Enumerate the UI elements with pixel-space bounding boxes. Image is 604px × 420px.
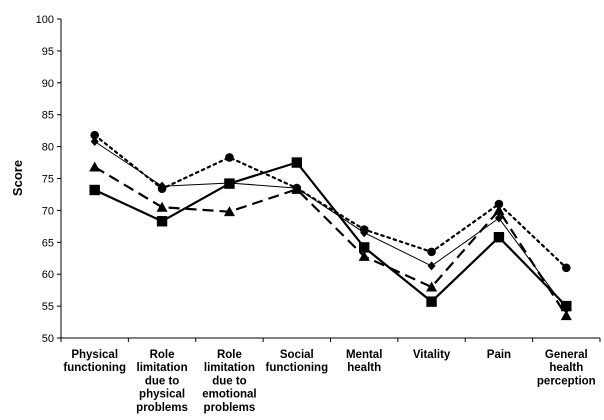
- data-point-circle: [494, 199, 504, 209]
- data-point-square: [358, 242, 370, 253]
- category-label-line: Vitality: [413, 349, 451, 361]
- data-point-circle: [562, 263, 571, 273]
- data-point-triangle: [223, 206, 235, 217]
- category-label-line: health: [347, 362, 381, 374]
- category-label: Role limitation due to emotional problems: [202, 349, 256, 414]
- category-label: Vitality: [413, 349, 451, 361]
- data-point-triangle: [560, 310, 572, 321]
- category-label-line: General: [545, 349, 588, 361]
- category-label-line: functioning: [266, 362, 329, 374]
- series-markers: [89, 130, 572, 321]
- category-label-line: Social: [280, 349, 314, 361]
- category-label-line: Role: [150, 349, 175, 361]
- series-line-diamond: [94, 141, 567, 310]
- category-label-line: Pain: [487, 349, 511, 361]
- y-tick-label: 90: [42, 78, 54, 90]
- category-label: Pain: [487, 349, 511, 361]
- series-line-triangle: [94, 166, 568, 317]
- y-tick-label: 80: [42, 142, 54, 154]
- data-point-square: [493, 231, 505, 243]
- data-point-circle: [90, 130, 99, 140]
- y-tick-label: 60: [42, 269, 54, 281]
- y-tick-label: 50: [42, 333, 54, 345]
- category-label-line: perception: [537, 375, 596, 387]
- data-point-square: [291, 157, 303, 168]
- category-label-line: problems: [204, 402, 256, 414]
- category-label: Mental health: [346, 349, 382, 374]
- category-label-line: problems: [136, 402, 188, 414]
- y-tick-label: 65: [42, 237, 54, 249]
- data-point-triangle: [156, 201, 168, 212]
- category-label-line: due to: [212, 375, 247, 387]
- category-label-line: Mental: [346, 349, 382, 361]
- category-label-line: health: [549, 362, 583, 374]
- data-point-diamond: [494, 213, 503, 223]
- data-point-diamond: [427, 261, 436, 271]
- data-point-triangle: [358, 250, 370, 261]
- y-axis-label: Score: [10, 160, 25, 196]
- y-tick-label: 55: [42, 301, 54, 313]
- data-point-square: [156, 216, 168, 227]
- category-label: Social functioning: [266, 349, 329, 374]
- data-point-square: [89, 184, 100, 196]
- data-point-circle: [225, 153, 234, 162]
- category-label-line: functioning: [63, 362, 126, 374]
- data-point-diamond: [360, 228, 369, 238]
- category-label: Physical functioning: [63, 349, 126, 374]
- y-tick-label: 75: [42, 174, 54, 186]
- category-label-line: physical: [139, 389, 185, 401]
- category-label-line: Role: [217, 349, 242, 361]
- series-lines: [93, 134, 568, 317]
- data-point-triangle: [291, 183, 303, 194]
- y-tick-label: 70: [42, 205, 54, 217]
- data-point-diamond: [158, 181, 167, 191]
- category-label-line: due to: [145, 375, 180, 387]
- y-tick-label: 95: [42, 46, 54, 58]
- data-point-square: [224, 178, 235, 189]
- data-point-triangle: [89, 161, 101, 172]
- data-point-triangle: [493, 204, 505, 215]
- category-label: Role limitation due to physical problems: [136, 349, 188, 414]
- series-line-circle: [93, 134, 568, 269]
- category-label-line: limitation: [137, 362, 188, 374]
- data-point-diamond: [90, 136, 99, 146]
- category-label-line: limitation: [204, 362, 255, 374]
- data-point-triangle: [426, 281, 438, 292]
- series-line-square: [94, 161, 568, 307]
- data-point-square: [426, 296, 437, 307]
- y-axis-ticks: 50 55 60 65 70 75 80 85 90 95 100: [36, 14, 61, 345]
- y-tick-label: 100: [36, 14, 54, 26]
- category-label-line: emotional: [202, 389, 256, 401]
- data-point-circle: [427, 247, 436, 257]
- category-label: General health perception: [537, 349, 596, 387]
- axes: [60, 19, 600, 339]
- y-tick-label: 85: [42, 110, 54, 122]
- data-point-square: [561, 300, 572, 312]
- category-label-line: Physical: [71, 349, 118, 361]
